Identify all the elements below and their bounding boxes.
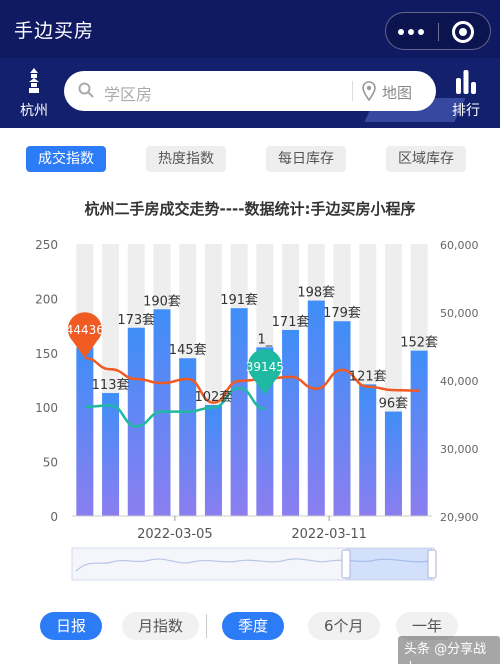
teal-series-line [84,386,266,428]
data-bar [127,327,145,516]
left-axis-tick: 0 [50,510,58,524]
ranking-bars-icon [456,70,476,94]
slider-selection [346,548,432,580]
x-axis-tick-label: 2022-03-11 [291,527,367,542]
data-bar [333,321,351,516]
more-icon[interactable] [398,29,424,35]
orange-series-line [84,356,420,404]
index-tabs: 成交指数 热度指数 每日库存 区域库存 [0,128,500,184]
city-label: 杭州 [20,103,48,119]
left-axis-tick: 100 [35,401,58,415]
marker-pin [247,348,282,395]
data-bar [307,300,325,516]
bar-value-label: 152套 [400,335,438,351]
data-bar [102,393,120,516]
monthly-index-pill[interactable]: 月指数 [122,612,200,640]
map-pin-icon[interactable] [362,81,376,101]
marker-pin [67,312,102,359]
left-axis-tick: 250 [35,238,58,252]
bar-value-label: 145套 [169,342,207,358]
ranking-button[interactable]: 排行 [446,68,486,120]
tab-daily-inventory[interactable]: 每日库存 [266,146,346,172]
ranking-label: 排行 [452,103,480,119]
pagoda-icon [29,68,39,93]
close-target-icon[interactable] [452,21,474,43]
data-bar [230,308,248,516]
transaction-chart: 250 200 150 100 50 0 60,000 50,000 40,000 30,000… [35,238,479,581]
x-axis-tick-label: 2022-03-05 [137,527,213,542]
right-axis-tick: 20,900 [440,511,479,524]
tab-heat-index[interactable]: 热度指数 [146,146,226,172]
bar-value-label: 171套 [272,314,310,330]
data-bar [179,358,197,516]
slider-track [71,547,435,581]
tab-district-inventory[interactable]: 区域库存 [386,146,466,172]
bar-value-label: 198套 [297,285,335,301]
marker-value-label: 44436 [66,323,104,337]
data-bar [384,411,402,516]
data-bar [256,347,274,516]
bar-value-label: 121套 [349,368,387,384]
six-month-pill[interactable]: 6个月 [308,612,380,640]
search-divider [352,81,353,101]
top-bar: 手边买房 [0,0,500,58]
range-slider[interactable] [71,547,437,581]
bar-value-label: 1_ [257,332,272,347]
app-title: 手边买房 [14,20,95,42]
map-link[interactable]: 地图 [382,84,413,102]
bar-value-label: 190套 [143,293,181,309]
one-year-pill[interactable]: 一年 [396,612,459,640]
data-bar [410,350,428,516]
source-credit: 头条 @分享战士 [398,636,500,664]
slider-left-handle[interactable] [341,549,351,579]
marker-value-label: 39145 [246,360,284,374]
bar-value-label: 173套 [117,312,155,328]
bar-value-label: 102套 [195,389,233,405]
data-bar [204,405,222,516]
bar-value-label: 191套 [220,292,258,308]
capsule-divider [438,23,439,41]
data-bar [359,384,377,516]
tab-transaction-index[interactable]: 成交指数 [26,146,106,172]
mini-program-capsule[interactable] [385,12,491,50]
data-bar [282,329,300,516]
slider-right-handle[interactable] [427,549,437,579]
bottom-divider [206,614,207,638]
left-axis-tick: 200 [35,292,58,306]
left-axis-tick: 50 [43,456,58,470]
left-axis-tick: 150 [35,347,58,361]
bar-value-label: 96套 [379,396,409,412]
right-axis-tick: 30,000 [440,443,479,456]
search-placeholder[interactable]: 学区房 [104,85,153,104]
right-axis-tick: 60,000 [440,239,479,252]
chart-title: 杭州二手房成交走势----数据统计:手边买房小程序 [84,200,416,218]
city-selector[interactable]: 杭州 [14,68,54,120]
right-axis-tick: 50,000 [440,307,479,320]
right-axis-tick: 40,000 [440,375,479,388]
bar-value-label: 179套 [323,305,361,321]
slider-preview-line [75,558,431,572]
daily-report-pill[interactable]: 日报 [40,612,103,640]
search-bar[interactable]: 学区房 地图 [64,71,436,111]
data-bar [76,347,94,516]
quarter-pill[interactable]: 季度 [222,612,285,640]
search-icon [78,82,94,98]
bar-value-label: 113套 [92,377,130,393]
